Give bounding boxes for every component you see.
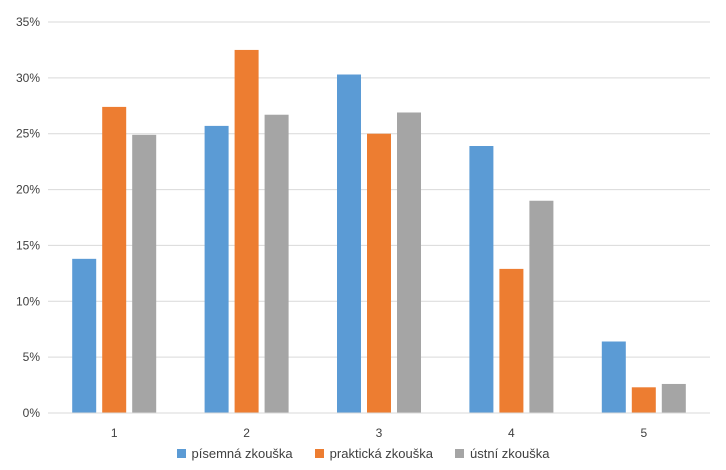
- bar-3-2: [264, 114, 289, 414]
- bar-3-4: [529, 200, 554, 413]
- legend-item: praktická zkouška: [314, 446, 433, 461]
- x-tick-label: 1: [111, 426, 118, 440]
- axes: 0% 5% 10% 15% 20% 25% 30% 35% 1 2 3 4 5: [16, 15, 710, 440]
- legend-item: písemná zkouška: [176, 446, 293, 461]
- bar-2-1: [102, 106, 127, 413]
- legend-label: praktická zkouška: [329, 446, 433, 461]
- x-tick-label: 5: [640, 426, 647, 440]
- legend: písemná zkouška praktická zkouška ústní zk…: [0, 446, 726, 461]
- legend-swatch: [314, 449, 324, 458]
- x-tick-label: 3: [376, 426, 383, 440]
- x-tick-label: 4: [508, 426, 515, 440]
- bar-2-3: [367, 133, 391, 413]
- x-tick-label: 2: [243, 426, 250, 440]
- y-tick-label: 15%: [16, 238, 40, 252]
- bar-1-5: [601, 341, 626, 413]
- y-tick-label: 25%: [16, 127, 40, 141]
- bar-3-1: [132, 134, 157, 413]
- bar-1-4: [469, 146, 494, 413]
- bar-2-4: [499, 268, 524, 413]
- legend-label: písemná zkouška: [191, 446, 293, 461]
- bars: [72, 49, 686, 414]
- bar-3-5: [661, 383, 686, 413]
- bar-chart-plot: 0% 5% 10% 15% 20% 25% 30% 35% 1 2 3 4 5: [16, 15, 710, 440]
- y-tick-label: 0%: [23, 406, 41, 420]
- legend-label: ústní zkouška: [470, 446, 550, 461]
- y-tick-label: 20%: [16, 183, 40, 197]
- bar-1-2: [204, 125, 229, 413]
- bar-2-5: [631, 387, 656, 413]
- bar-1-1: [72, 258, 97, 413]
- legend-item: ústní zkouška: [455, 446, 550, 461]
- y-tick-label: 35%: [16, 15, 40, 29]
- bar-3-3: [397, 112, 421, 413]
- y-tick-label: 10%: [16, 294, 40, 308]
- bar-1-3: [337, 74, 361, 414]
- bar-2-2: [234, 49, 259, 414]
- y-tick-label: 5%: [23, 350, 41, 364]
- legend-swatch: [176, 449, 186, 458]
- legend-swatch: [455, 449, 464, 458]
- y-tick-label: 30%: [16, 71, 40, 85]
